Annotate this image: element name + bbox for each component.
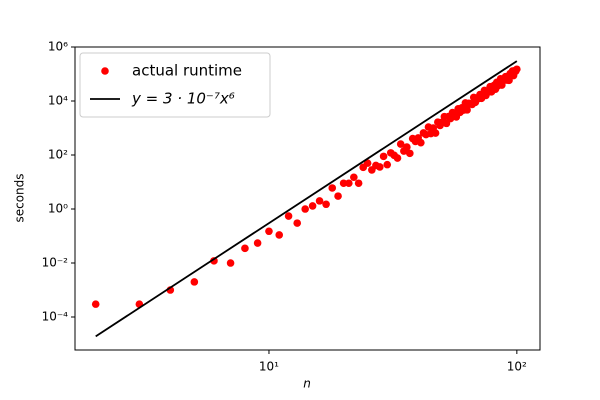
data-point <box>345 179 353 188</box>
y-tick-label: 10² <box>48 148 68 162</box>
legend-marker <box>101 67 109 75</box>
data-point <box>376 163 384 171</box>
data-point <box>293 219 302 227</box>
data-point <box>253 239 262 247</box>
data-point <box>431 129 440 137</box>
data-point <box>339 179 348 188</box>
data-point <box>226 259 235 267</box>
legend-label: y = 3 · 10⁻⁷x⁶ <box>131 90 235 108</box>
data-point <box>315 197 324 205</box>
data-point <box>265 227 273 236</box>
data-point <box>379 152 388 161</box>
data-point <box>284 212 293 220</box>
data-point <box>396 140 405 148</box>
data-point <box>350 173 358 182</box>
data-point <box>383 160 392 169</box>
data-point <box>91 300 100 308</box>
data-point <box>328 184 337 192</box>
data-point <box>354 179 363 188</box>
x-axis-label: n <box>303 377 311 391</box>
x-tick-label: 10¹ <box>259 360 279 374</box>
y-tick-label: 10⁴ <box>48 94 68 108</box>
data-point <box>322 200 330 209</box>
data-point <box>363 159 372 167</box>
y-tick-label: 10⁰ <box>48 202 68 216</box>
legend-box <box>79 52 271 118</box>
data-point <box>463 106 471 114</box>
plot-frame <box>74 46 541 351</box>
x-tick-label: 10² <box>507 360 527 374</box>
data-point <box>393 154 402 162</box>
data-point <box>308 202 317 210</box>
data-point <box>190 278 199 286</box>
data-point <box>275 231 284 239</box>
y-tick-label: 10⁻² <box>42 256 69 270</box>
data-point <box>210 257 218 265</box>
data-point <box>334 192 342 200</box>
data-point <box>513 65 521 74</box>
data-point <box>301 205 309 213</box>
fit-line <box>95 60 518 338</box>
data-point <box>403 143 411 151</box>
y-tick-label: 10⁻⁴ <box>42 310 69 324</box>
data-point <box>406 149 414 158</box>
y-tick-label: 10⁶ <box>48 40 68 54</box>
y-axis-label: seconds <box>13 173 27 222</box>
data-point <box>417 138 425 147</box>
data-point <box>241 244 249 253</box>
legend-label: actual runtime <box>132 62 242 80</box>
